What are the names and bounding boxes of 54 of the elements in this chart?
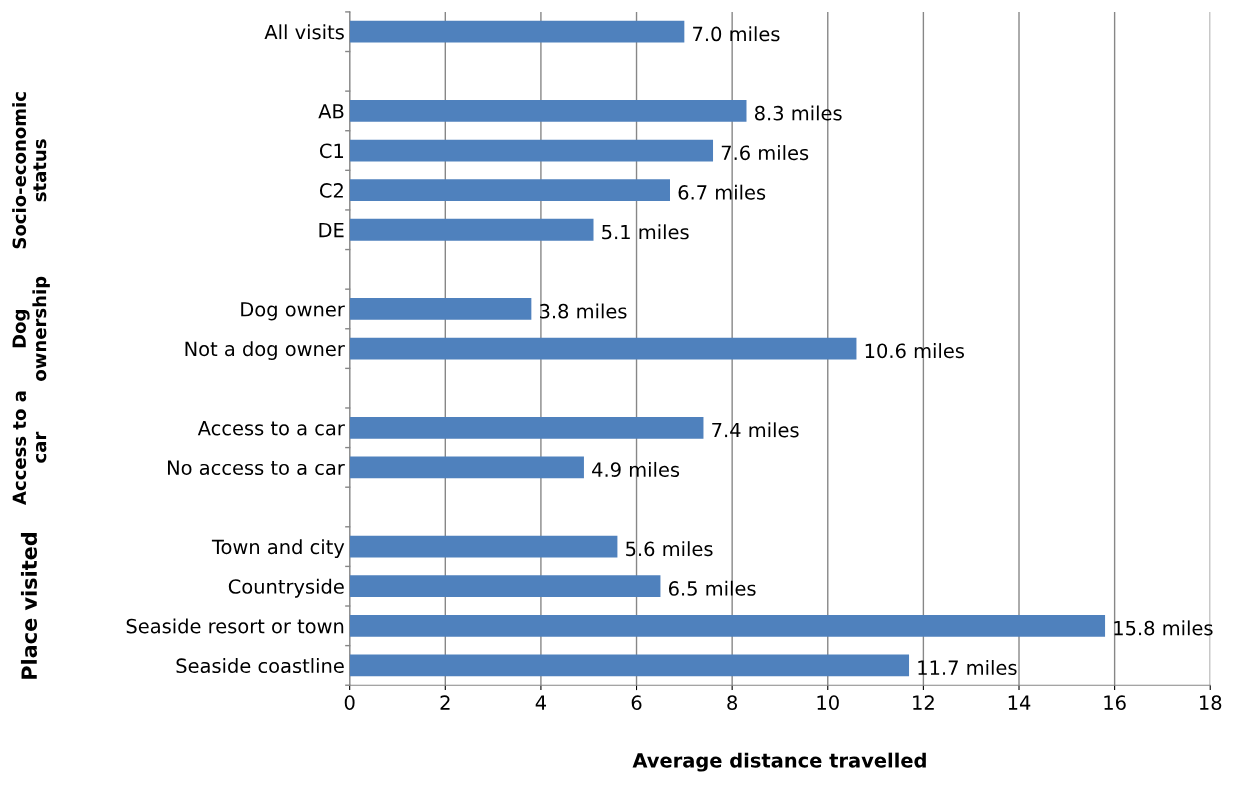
x-tick-label: 16 [1104,695,1126,710]
y-tick-label: Dog owner [241,302,345,321]
y-tick-label: Access to a car [197,420,345,436]
y-tick-label: AB [318,104,344,119]
text: Socio-economic status [12,92,47,249]
data-label: 6.5 miles [668,580,756,596]
y-tick-label: No access to a car [168,460,345,476]
data-label: 7.6 miles [721,145,809,161]
x-tick-label: 10 [817,695,839,710]
data-label: 10.6 miles [865,343,964,359]
bar [349,337,857,360]
x-tick-label: 0 [344,695,355,710]
y-tick-label: Seaside coastline [176,658,344,674]
text: Access to a car [12,391,47,505]
bar [349,654,910,677]
x-tick-label: 4 [535,695,547,710]
y-tick-label: Seaside resort or town [126,618,344,634]
data-label: 5.6 miles [626,541,713,557]
data-label: 8.3 miles [754,105,842,121]
bar [349,20,685,43]
data-label: 7.0 miles [693,26,780,42]
bar [349,139,714,162]
data-label: 3.8 miles [540,303,627,319]
y-tick-label: All visits [264,24,344,40]
data-label: 7.4 miles [712,422,799,438]
x-tick-label: 2 [440,695,450,710]
data-label: 15.8 miles [1114,620,1213,636]
x-tick-label: 6 [631,695,642,710]
data-label: 5.1 miles [602,224,689,240]
x-tick-label: 18 [1200,695,1222,710]
y-tick-label: Town and city [211,539,345,559]
text: Dog ownership [12,276,50,381]
bar [349,614,1106,637]
bar [349,179,670,202]
bar [349,218,594,241]
y-tick-label: C1 [319,143,344,159]
data-label: 6.7 miles [678,184,766,200]
bar [349,416,704,439]
x-tick-label: 14 [1008,695,1031,710]
bar [349,298,532,320]
y-tick-label: C2 [319,183,343,198]
y-tick-label: DE [319,222,344,238]
data-label: 4.9 miles [592,461,680,477]
x-axis-title: Average distance travelled [632,752,926,772]
bar [349,535,618,558]
x-tick-label: 12 [913,695,934,710]
y-tick-label: Countryside [228,578,344,598]
bar [349,575,661,598]
data-label: 11.7 miles [918,659,1017,676]
bar [349,456,584,479]
text: Place visited [20,533,38,679]
y-tick-label: Not a dog owner [185,341,345,360]
x-tick-label: 8 [727,695,738,710]
bar [349,100,747,122]
